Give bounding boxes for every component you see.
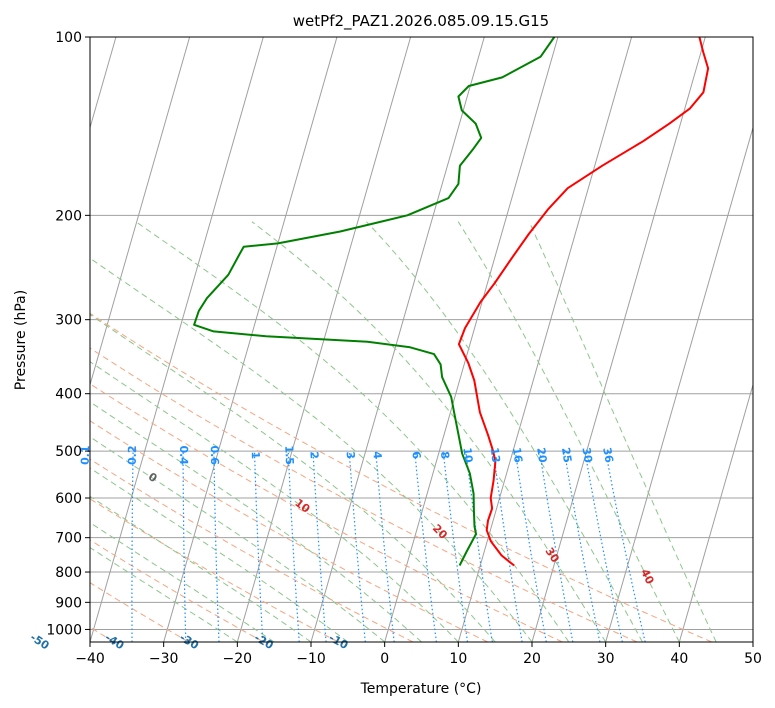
- y-tick-label: 800: [55, 565, 82, 581]
- dry-adiabat: [90, 539, 264, 642]
- y-tick-label: 1000: [46, 622, 82, 638]
- dry-adiabat: [90, 312, 712, 642]
- mixing-ratio-label: 1: [249, 451, 262, 459]
- mixing-ratio-label: 0.6: [208, 445, 221, 465]
- dry-adiabat: [90, 582, 190, 642]
- mixing-ratio-line: [82, 451, 86, 642]
- y-axis-label: Pressure (hPa): [13, 290, 29, 390]
- isotherm-line: [457, 37, 633, 642]
- mixing-ratio-line: [348, 451, 366, 642]
- mixing-ratio-label: 2: [307, 451, 320, 459]
- mixing-ratio-label: 4: [370, 451, 384, 460]
- plot-frame: [89, 36, 754, 643]
- mixing-ratio-label: 16: [510, 447, 525, 464]
- mixing-ratio-line: [492, 451, 523, 642]
- mixing-ratio-label: 3: [344, 451, 357, 460]
- dry-adiabat: [90, 498, 339, 642]
- dry-adiabat: [90, 420, 488, 642]
- y-tick-label: 900: [55, 595, 82, 611]
- mixing-ratio-line: [287, 451, 300, 642]
- isotherm-line: [605, 125, 753, 642]
- mixing-ratio-line: [605, 450, 646, 642]
- mixing-ratio-label: 0.4: [177, 445, 190, 465]
- x-tick-label: 30: [597, 651, 615, 667]
- mixing-ratio-line: [375, 451, 395, 642]
- moist-adiabat-label: 0: [146, 470, 160, 485]
- moist-adiabat-label: 40: [638, 567, 657, 587]
- mixing-ratio-label: 25: [559, 447, 574, 464]
- mixing-ratio-line: [465, 451, 493, 642]
- mixing-ratio-label: 20: [534, 447, 549, 464]
- moist-adiabat: [135, 221, 570, 642]
- mixing-ratio-line: [514, 451, 547, 642]
- dry-adiabat: [90, 347, 638, 642]
- x-axis: −40 −30 −20 −10 0 10 20 30 40 50: [75, 642, 762, 667]
- mixing-ratio-line: [414, 451, 437, 642]
- moist-adiabat: [90, 522, 275, 642]
- isotherm-line: [531, 37, 706, 642]
- x-tick-label: 40: [670, 651, 688, 667]
- y-tick-label: 400: [55, 387, 82, 403]
- isotherm-line: [163, 37, 338, 642]
- moist-adiabat-label: 10: [292, 496, 312, 516]
- moist-adiabat: [528, 221, 717, 642]
- mixing-ratio-line: [442, 451, 469, 642]
- isotherm-line: [90, 37, 191, 387]
- moist-adiabat: [90, 401, 422, 642]
- y-tick-label: 600: [55, 491, 82, 507]
- mixing-ratio-label: 0.1: [79, 445, 93, 465]
- mixing-ratio-label: 36: [600, 446, 616, 464]
- moist-adiabat: [457, 221, 680, 642]
- mixing-ratio-line: [213, 451, 220, 642]
- mixing-ratio-line: [584, 450, 623, 642]
- background-lines: [82, 37, 753, 642]
- x-tick-label: −20: [223, 651, 253, 667]
- y-tick-label: 200: [55, 208, 82, 224]
- moist-adiabat: [90, 467, 349, 642]
- moist-adiabat: [90, 361, 459, 642]
- y-tick-label: 700: [55, 531, 82, 547]
- moist-adiabat: [90, 257, 533, 642]
- isotherm-line: [752, 640, 753, 642]
- mixing-ratio-label: 13: [488, 447, 503, 464]
- x-tick-label: −40: [75, 651, 105, 667]
- mixing-ratio-label: 0.2: [126, 445, 139, 465]
- chart-title: wetPf2_PAZ1.2026.085.09.15.G15: [293, 12, 549, 31]
- moist-adiabat: [251, 221, 607, 642]
- x-tick-label: 20: [523, 651, 541, 667]
- y-tick-label: 500: [55, 444, 82, 460]
- moist-adiabat: [366, 221, 643, 642]
- x-tick-label: 10: [449, 651, 467, 667]
- isotherm-line: [384, 37, 559, 642]
- y-tick-label: 100: [55, 30, 82, 46]
- y-axis: 100 200 300 400 500 600 700 800 900 1000: [46, 30, 90, 638]
- x-axis-label: Temperature (°C): [360, 681, 482, 697]
- temperature-line: [457, 37, 710, 567]
- x-tick-label: −30: [149, 651, 179, 667]
- mixing-ratio-line: [539, 451, 574, 642]
- mixing-ratio-label: 30: [579, 446, 594, 464]
- data-series: [193, 37, 710, 567]
- x-tick-label: 0: [380, 651, 389, 667]
- y-tick-label: 300: [55, 313, 82, 329]
- dry-adiabat: [90, 458, 414, 642]
- mixing-ratio-label: 8: [438, 451, 452, 460]
- mixing-ratio-label: 6: [409, 451, 423, 460]
- x-tick-label: 50: [744, 651, 762, 667]
- dewpoint-line: [193, 37, 556, 566]
- mixing-ratio-line: [131, 451, 134, 642]
- isotherm-line: [678, 383, 753, 642]
- mixing-ratio-label: 10: [460, 447, 475, 464]
- mixing-ratio-label: 1.5: [282, 445, 296, 465]
- x-tick-label: −10: [296, 651, 326, 667]
- isotherm-line: [310, 37, 485, 642]
- isotherm-line: [90, 37, 264, 642]
- moist-adiabat: [90, 495, 312, 642]
- mixing-ratio-line: [563, 450, 601, 642]
